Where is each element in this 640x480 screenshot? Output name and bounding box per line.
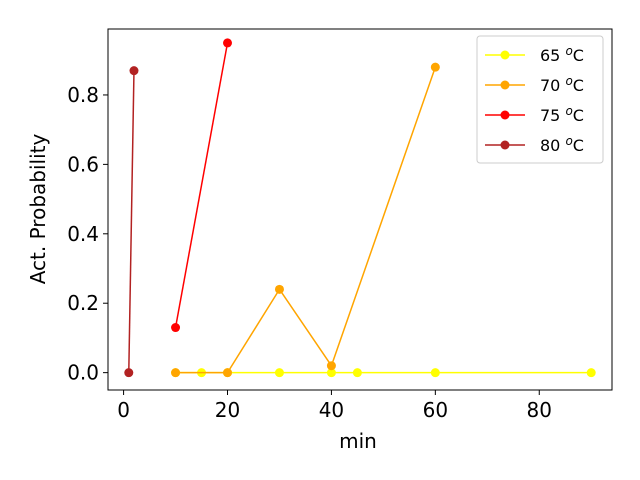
x-tick-label: 80 bbox=[527, 398, 552, 422]
data-point bbox=[586, 368, 596, 378]
legend-label-value: 80 bbox=[540, 136, 565, 155]
legend-swatch-marker bbox=[500, 80, 510, 90]
data-point bbox=[352, 368, 362, 378]
legend-label: 65 oC bbox=[540, 44, 584, 65]
data-point bbox=[430, 62, 440, 72]
series-line bbox=[174, 42, 229, 328]
y-tick-label: 0.6 bbox=[67, 152, 99, 176]
legend-label-unit: C bbox=[573, 76, 584, 95]
plot-frame bbox=[107, 28, 613, 391]
legend-label: 80 oC bbox=[540, 134, 584, 155]
legend-swatch-marker bbox=[500, 50, 510, 60]
legend-item: 70 oC bbox=[485, 74, 584, 95]
axes-layer: 0 20 40 60 80 0.0 0.2 0.4 0.6 0.8 bbox=[67, 83, 552, 422]
legend-label-value: 75 bbox=[540, 106, 565, 125]
legend-swatch-marker bbox=[500, 110, 510, 120]
legend-label: 75 oC bbox=[540, 104, 584, 125]
data-point bbox=[223, 368, 233, 378]
data-point bbox=[171, 323, 181, 333]
legend-label-degree: o bbox=[565, 44, 572, 58]
x-tick-label: 60 bbox=[423, 398, 448, 422]
data-point bbox=[274, 368, 284, 378]
y-tick-label: 0.2 bbox=[67, 291, 99, 315]
x-tick-label: 40 bbox=[319, 398, 344, 422]
series-1 bbox=[171, 62, 440, 378]
legend-label-unit: C bbox=[573, 106, 584, 125]
series-3 bbox=[124, 66, 139, 378]
y-tick-label: 0.4 bbox=[67, 222, 99, 246]
y-tick-label: 0.0 bbox=[67, 361, 99, 385]
series-layer bbox=[124, 38, 596, 378]
data-point bbox=[124, 368, 134, 378]
series-2 bbox=[171, 38, 233, 333]
data-point bbox=[223, 38, 233, 48]
data-point bbox=[274, 284, 284, 294]
legend-item: 80 oC bbox=[485, 134, 584, 155]
legend-item: 75 oC bbox=[485, 104, 584, 125]
x-axis-title: min bbox=[339, 429, 377, 453]
y-tick-label: 0.8 bbox=[67, 83, 99, 107]
legend-label-value: 70 bbox=[540, 76, 565, 95]
y-axis-title: Act. Probability bbox=[26, 134, 50, 285]
data-point bbox=[171, 368, 181, 378]
legend-label-unit: C bbox=[573, 46, 584, 65]
legend-swatch-marker bbox=[500, 140, 510, 150]
legend-label-degree: o bbox=[565, 104, 572, 118]
legend-label-unit: C bbox=[573, 136, 584, 155]
legend-item: 65 oC bbox=[485, 44, 584, 65]
x-tick-label: 20 bbox=[215, 398, 240, 422]
legend-label-value: 65 bbox=[540, 46, 565, 65]
data-point bbox=[129, 66, 139, 76]
data-point bbox=[326, 368, 336, 378]
x-tick-label: 0 bbox=[117, 398, 130, 422]
legend-label-degree: o bbox=[565, 134, 572, 148]
legend-frame bbox=[476, 35, 604, 164]
legend-label-degree: o bbox=[565, 74, 572, 88]
data-point bbox=[326, 361, 336, 371]
legend-label: 70 oC bbox=[540, 74, 584, 95]
series-line bbox=[128, 70, 135, 373]
data-point bbox=[430, 368, 440, 378]
